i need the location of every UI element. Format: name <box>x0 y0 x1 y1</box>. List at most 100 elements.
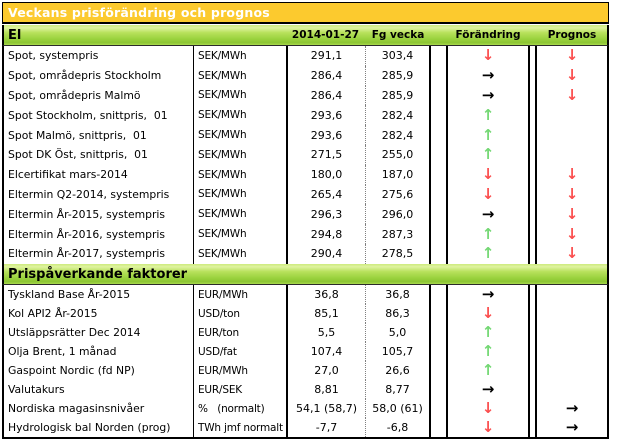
column-header-date: 2014-01-27 <box>291 29 360 41</box>
previous-week-value: 26,6 <box>365 361 431 380</box>
column-gap <box>431 243 446 264</box>
right-arrow-icon: → <box>481 85 495 104</box>
column-gap <box>431 224 446 244</box>
current-week-value: 36,8 <box>286 285 365 304</box>
change-arrow-cell: ↓ <box>446 304 530 323</box>
previous-week-value: 285,9 <box>365 65 431 86</box>
current-week-value: 293,6 <box>286 105 365 126</box>
row-label: Hydrologisk bal Norden (prog) <box>2 418 193 437</box>
change-arrow-cell: ↑ <box>446 224 530 244</box>
down-arrow-icon: ↓ <box>481 304 495 322</box>
right-arrow-icon: → <box>481 66 495 85</box>
current-week-value: 107,4 <box>286 342 365 361</box>
price-factors-table: Tyskland Base År-2015 EUR/MWh 36,8 36,8 → Kol… <box>2 285 609 439</box>
previous-week-value: 36,8 <box>365 285 431 304</box>
down-arrow-icon: ↓ <box>565 184 579 203</box>
change-arrow-cell: ↓ <box>446 418 530 437</box>
previous-week-value: 278,5 <box>365 243 431 264</box>
previous-week-value: 303,4 <box>365 46 431 66</box>
row-unit: % (normalt) <box>193 399 286 418</box>
previous-week-value: 86,3 <box>365 304 431 323</box>
column-header-change: Förändring <box>455 29 521 41</box>
down-arrow-icon: ↓ <box>565 165 579 184</box>
column-gap <box>431 144 446 165</box>
current-week-value: 296,3 <box>286 204 365 225</box>
row-unit: EUR/ton <box>193 323 286 342</box>
forecast-arrow-cell <box>535 304 609 323</box>
current-week-value: 27,0 <box>286 361 365 380</box>
forecast-arrow-cell: ↓ <box>535 243 609 264</box>
row-label: Gaspoint Nordic (fd NP) <box>2 361 193 380</box>
column-gap <box>530 380 535 399</box>
column-gap <box>431 285 446 304</box>
change-arrow-cell: ↑ <box>446 323 530 342</box>
row-unit: SEK/MWh <box>193 105 286 126</box>
column-gap <box>530 361 535 380</box>
current-week-value: 5,5 <box>286 323 365 342</box>
up-arrow-icon: ↑ <box>481 145 495 164</box>
row-unit: EUR/MWh <box>193 361 286 380</box>
forecast-arrow-cell: ↓ <box>535 224 609 244</box>
change-arrow-cell: → <box>446 204 530 225</box>
row-unit: SEK/MWh <box>193 65 286 86</box>
down-arrow-icon: ↓ <box>481 399 495 417</box>
row-unit: TWh jmf normalt <box>193 418 286 437</box>
column-gap <box>530 342 535 361</box>
down-arrow-icon: ↓ <box>565 46 579 65</box>
section-header-factors: Prispåverkande faktorer <box>2 264 609 285</box>
down-arrow-icon: ↓ <box>481 46 495 65</box>
right-arrow-icon: → <box>481 204 495 223</box>
forecast-arrow-cell <box>535 380 609 399</box>
row-unit: EUR/SEK <box>193 380 286 399</box>
right-arrow-icon: → <box>481 285 495 303</box>
row-label: Spot Stockholm, snittpris, 01 <box>2 105 193 126</box>
row-label: Eltermin År-2016, systempris <box>2 224 193 244</box>
previous-week-value: 296,0 <box>365 204 431 225</box>
row-label: Tyskland Base År-2015 <box>2 285 193 304</box>
forecast-arrow-cell <box>535 144 609 165</box>
change-arrow-cell: ↓ <box>446 399 530 418</box>
row-unit: SEK/MWh <box>193 224 286 244</box>
column-gap <box>431 85 446 106</box>
forecast-arrow-cell <box>535 285 609 304</box>
column-gap <box>431 184 446 205</box>
column-gap <box>530 418 535 437</box>
row-unit: SEK/MWh <box>193 164 286 185</box>
row-label: Olja Brent, 1 månad <box>2 342 193 361</box>
forecast-arrow-cell: ↓ <box>535 164 609 185</box>
previous-week-value: 5,0 <box>365 323 431 342</box>
column-gap <box>530 125 535 145</box>
row-label: Spot, områdepris Stockholm <box>2 65 193 86</box>
current-week-value: 286,4 <box>286 65 365 86</box>
column-gap <box>431 125 446 145</box>
change-arrow-cell: ↑ <box>446 105 530 126</box>
current-week-value: -7,7 <box>286 418 365 437</box>
column-header-forecast: Prognos <box>547 29 597 41</box>
row-unit: SEK/MWh <box>193 184 286 205</box>
column-gap <box>530 85 535 106</box>
forecast-arrow-cell: ↓ <box>535 46 609 66</box>
column-gap <box>530 184 535 205</box>
column-gap <box>530 399 535 418</box>
down-arrow-icon: ↓ <box>565 204 579 223</box>
row-label: Spot, systempris <box>2 46 193 66</box>
previous-week-value: 282,4 <box>365 125 431 145</box>
row-label: Spot DK Öst, snittpris, 01 <box>2 144 193 165</box>
forecast-arrow-cell <box>535 323 609 342</box>
section-title-el: El <box>8 27 22 43</box>
forecast-arrow-cell: ↓ <box>535 85 609 106</box>
column-gap <box>431 65 446 86</box>
down-arrow-icon: ↓ <box>565 224 579 243</box>
row-label: Kol API2 År-2015 <box>2 304 193 323</box>
column-header-fg-vecka: Fg vecka <box>371 29 425 41</box>
column-gap <box>530 65 535 86</box>
row-unit: SEK/MWh <box>193 125 286 145</box>
down-arrow-icon: ↓ <box>565 85 579 104</box>
row-unit: SEK/MWh <box>193 243 286 264</box>
row-unit: USD/ton <box>193 304 286 323</box>
forecast-arrow-cell: ↓ <box>535 184 609 205</box>
change-arrow-cell: ↓ <box>446 164 530 185</box>
up-arrow-icon: ↑ <box>481 105 495 124</box>
report-title: Veckans prisförändring och prognos <box>8 5 270 20</box>
